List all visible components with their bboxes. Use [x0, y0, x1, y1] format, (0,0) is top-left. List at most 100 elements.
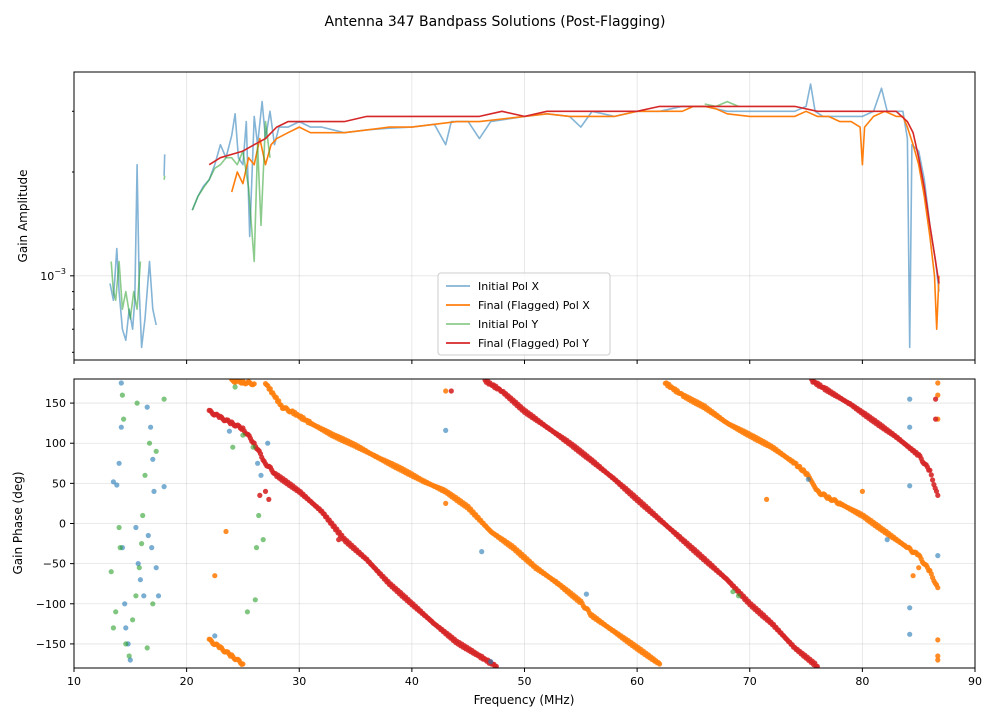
- ph-point-initial-pol-x: [212, 633, 218, 639]
- ph-y-tick-label: 150: [45, 397, 66, 410]
- amp-line-final-flagged-pol-x: [230, 105, 940, 330]
- ph-point-initial-pol-x: [583, 591, 590, 597]
- ph-point-initial-pol-x: [151, 488, 157, 494]
- ph-x-tick-label: 60: [630, 675, 644, 688]
- ph-point-final-flagged-pol-x: [212, 573, 218, 579]
- ph-point-initial-pol-y: [232, 384, 238, 390]
- ph-x-tick-label: 40: [405, 675, 419, 688]
- ph-point-initial-pol-y: [146, 440, 153, 446]
- ph-point-final-flagged-pol-x: [910, 573, 916, 579]
- ph-point-initial-pol-y: [144, 645, 150, 651]
- amplitude-panel: 10−3 Gain Amplitude Initial Pol X Final (…: [16, 71, 976, 364]
- ph-point-initial-pol-x: [148, 424, 154, 430]
- ph-point-initial-pol-y: [735, 593, 742, 599]
- ph-point-initial-pol-y: [130, 617, 136, 623]
- ph-point-initial-pol-x: [153, 565, 159, 571]
- ph-point-initial-pol-x: [150, 456, 156, 462]
- ph-point-initial-pol-x: [907, 631, 913, 637]
- ph-point-final-flagged-pol-x: [935, 657, 941, 663]
- amp-line-initial-pol-y: [110, 260, 142, 320]
- ph-point-final-flagged-pol-x: [935, 380, 941, 386]
- amplitude-series: [109, 83, 940, 349]
- ph-x-tick-label: 10: [67, 675, 81, 688]
- ph-point-final-flagged-pol-y: [927, 467, 933, 473]
- ph-y-tick-label: −100: [36, 598, 66, 611]
- ph-point-initial-pol-y: [134, 400, 140, 406]
- phase-ticks: 10 20 30 40 50 60 70 80 90 −150 −100 −50 0 50 100 150: [36, 397, 982, 688]
- ph-x-tick-label: 80: [855, 675, 869, 688]
- ph-point-final-flagged-pol-x: [267, 386, 273, 392]
- ph-point-initial-pol-y: [253, 545, 260, 551]
- amp-y-tick-label: 10−3: [40, 267, 66, 283]
- ph-x-tick-label: 90: [968, 675, 982, 688]
- amp-line-initial-pol-y: [163, 175, 166, 180]
- phase-panel: 10 20 30 40 50 60 70 80 90 −150 −100 −50 0 50 100 150 G…: [11, 378, 982, 707]
- ph-point-initial-pol-x: [141, 593, 147, 599]
- ph-y-tick-label: −50: [43, 558, 66, 571]
- ph-point-initial-pol-x: [907, 424, 913, 430]
- ph-point-final-flagged-pol-x: [916, 565, 922, 571]
- ph-point-initial-pol-y: [142, 472, 148, 478]
- ph-point-initial-pol-y: [153, 448, 159, 454]
- ph-point-initial-pol-x: [127, 657, 133, 663]
- ph-point-initial-pol-y: [730, 589, 736, 595]
- ph-point-final-flagged-pol-y: [933, 396, 939, 402]
- ph-point-initial-pol-x: [123, 625, 129, 631]
- ph-point-final-flagged-pol-x: [443, 388, 449, 394]
- ph-point-final-flagged-pol-y: [814, 663, 820, 668]
- ph-point-final-flagged-pol-y: [493, 663, 499, 668]
- ph-point-final-flagged-pol-x: [223, 528, 229, 535]
- phase-grid: [73, 379, 976, 668]
- ph-point-final-flagged-pol-y: [935, 492, 941, 498]
- ph-point-initial-pol-x: [137, 577, 143, 583]
- ph-point-initial-pol-x: [255, 460, 261, 466]
- legend-label: Final (Flagged) Pol X: [478, 299, 590, 312]
- ph-point-initial-pol-x: [118, 424, 124, 430]
- ph-point-final-flagged-pol-x: [251, 381, 257, 387]
- ph-point-initial-pol-y: [150, 601, 156, 607]
- ph-point-final-flagged-pol-x: [764, 496, 770, 502]
- ph-x-tick-label: 30: [292, 675, 306, 688]
- ph-x-tick-label: 50: [518, 675, 532, 688]
- ph-point-initial-pol-y: [139, 541, 145, 547]
- ph-point-initial-pol-y: [110, 625, 116, 631]
- ph-x-tick-label: 20: [180, 675, 194, 688]
- ph-point-final-flagged-pol-y: [262, 488, 269, 494]
- ph-point-initial-pol-x: [907, 483, 913, 489]
- ph-point-final-flagged-pol-x: [240, 661, 246, 667]
- ph-point-initial-pol-y: [140, 512, 146, 519]
- ph-point-initial-pol-x: [110, 479, 116, 485]
- amp-line-initial-pol-y: [191, 120, 271, 263]
- ph-point-initial-pol-y: [121, 416, 127, 422]
- amp-line-initial-pol-y: [704, 100, 739, 108]
- ph-point-initial-pol-x: [479, 549, 485, 555]
- ph-point-initial-pol-x: [118, 380, 124, 386]
- ph-point-final-flagged-pol-x: [935, 392, 941, 398]
- ph-point-initial-pol-y: [119, 392, 125, 398]
- ph-point-final-flagged-pol-x: [859, 488, 866, 494]
- ph-point-initial-pol-x: [155, 593, 162, 599]
- ph-y-tick-label: −150: [36, 638, 66, 651]
- phase-x-label: Frequency (MHz): [474, 693, 575, 707]
- legend-label: Initial Pol Y: [478, 318, 538, 331]
- ph-point-initial-pol-y: [133, 593, 139, 599]
- ph-point-initial-pol-x: [488, 659, 494, 665]
- ph-y-tick-label: 100: [45, 437, 66, 450]
- ph-point-final-flagged-pol-y: [933, 416, 939, 422]
- ph-x-tick-label: 70: [743, 675, 757, 688]
- ph-point-final-flagged-pol-y: [928, 472, 934, 478]
- ph-point-initial-pol-y: [123, 641, 129, 647]
- ph-point-initial-pol-x: [114, 482, 120, 488]
- ph-point-initial-pol-y: [250, 444, 256, 450]
- ph-point-initial-pol-y: [244, 609, 250, 615]
- legend: Initial Pol X Final (Flagged) Pol X Initia…: [437, 272, 611, 356]
- ph-point-final-flagged-pol-y: [266, 496, 272, 502]
- amplitude-y-label: Gain Amplitude: [16, 170, 30, 263]
- figure-title: Antenna 347 Bandpass Solutions (Post-Fla…: [325, 14, 666, 30]
- ph-point-initial-pol-y: [260, 537, 266, 543]
- ph-point-initial-pol-y: [256, 512, 262, 519]
- ph-point-initial-pol-y: [117, 545, 123, 551]
- ph-point-initial-pol-x: [145, 532, 151, 539]
- ph-point-final-flagged-pol-x: [935, 637, 941, 643]
